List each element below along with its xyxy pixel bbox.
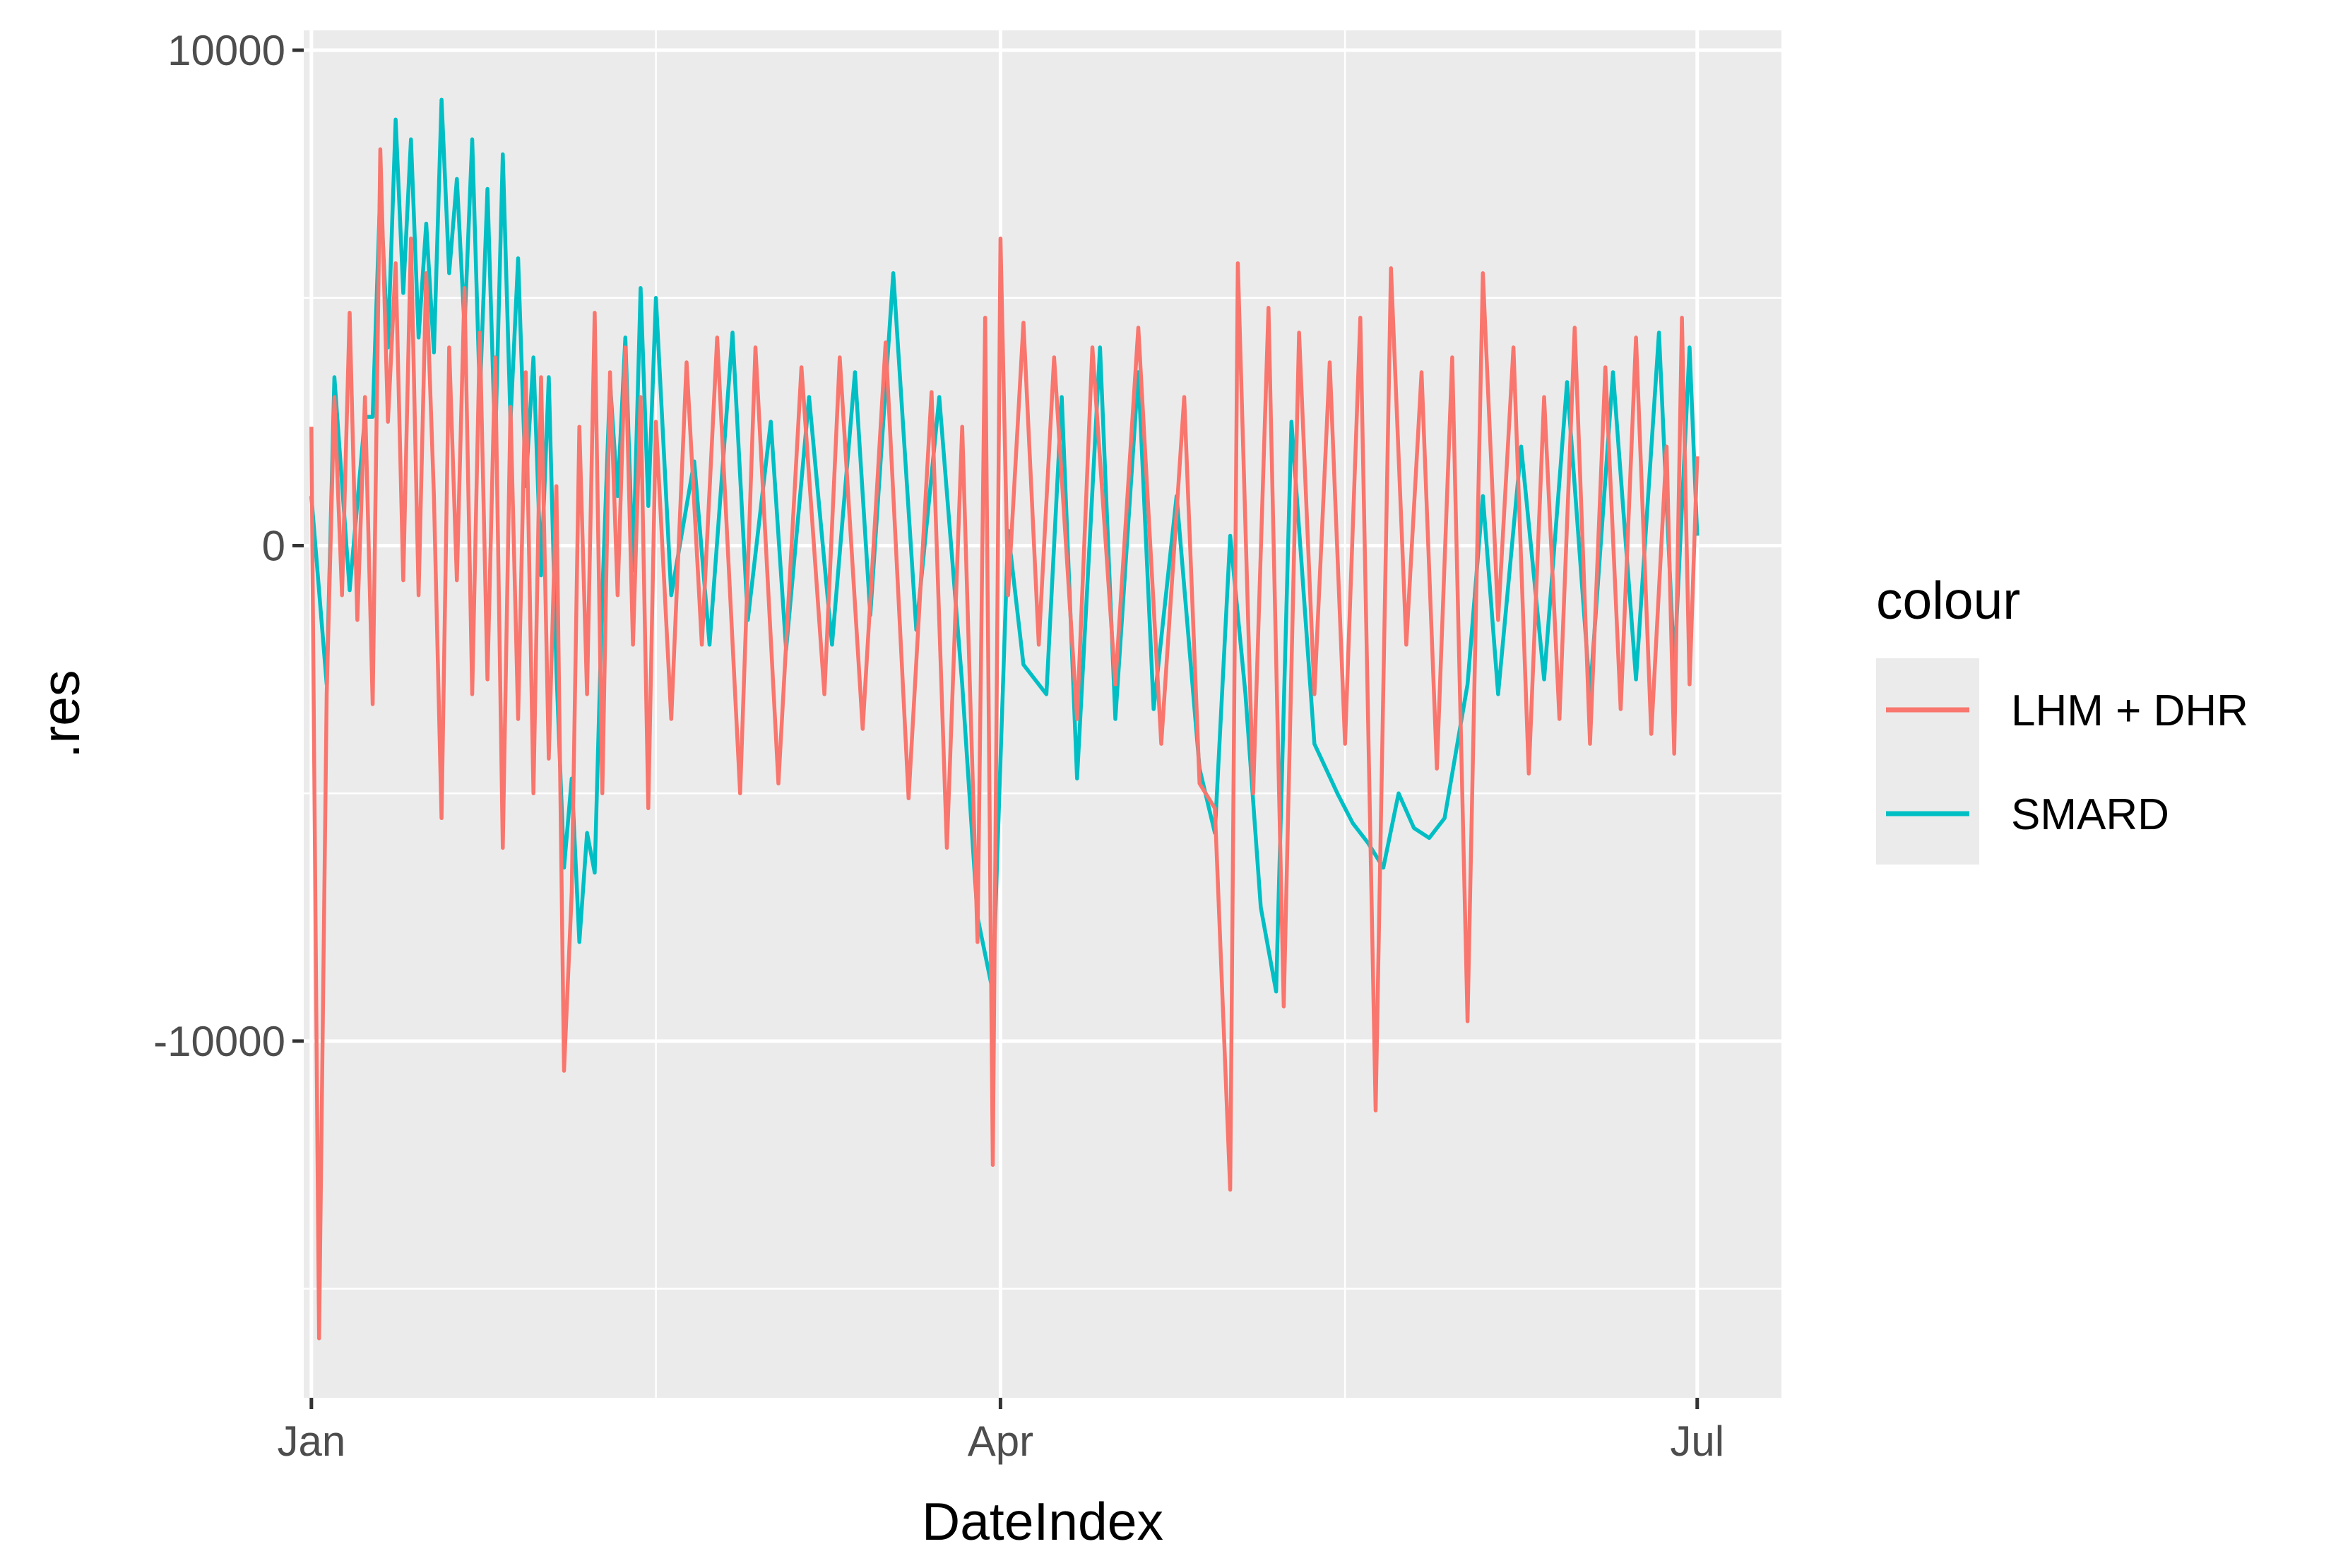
legend-label-lhm-dhr: LHM + DHR [2011,687,2248,735]
series-layer [309,97,1700,1341]
x-axis-title: DateIndex [922,1492,1163,1551]
y-tick-label: -10000 [153,1018,285,1065]
x-tick-label: Jan [277,1418,345,1465]
x-axis: Jan Apr Jul [277,1398,1724,1465]
y-tick-label: 0 [262,523,285,570]
x-tick-label: Jul [1670,1418,1724,1465]
y-axis-title: .res [31,670,90,758]
x-tick-label: Apr [968,1418,1033,1465]
legend-label-smard: SMARD [2011,790,2169,839]
y-tick-label: 10000 [167,27,285,74]
y-axis: 10000 0 -10000 [153,27,304,1065]
legend-title: colour [1876,571,2020,630]
series-line-lhm-dhr [309,147,1700,1341]
legend: colour LHM + DHR SMARD [1876,571,2248,865]
minor-gridlines [304,30,1781,1398]
